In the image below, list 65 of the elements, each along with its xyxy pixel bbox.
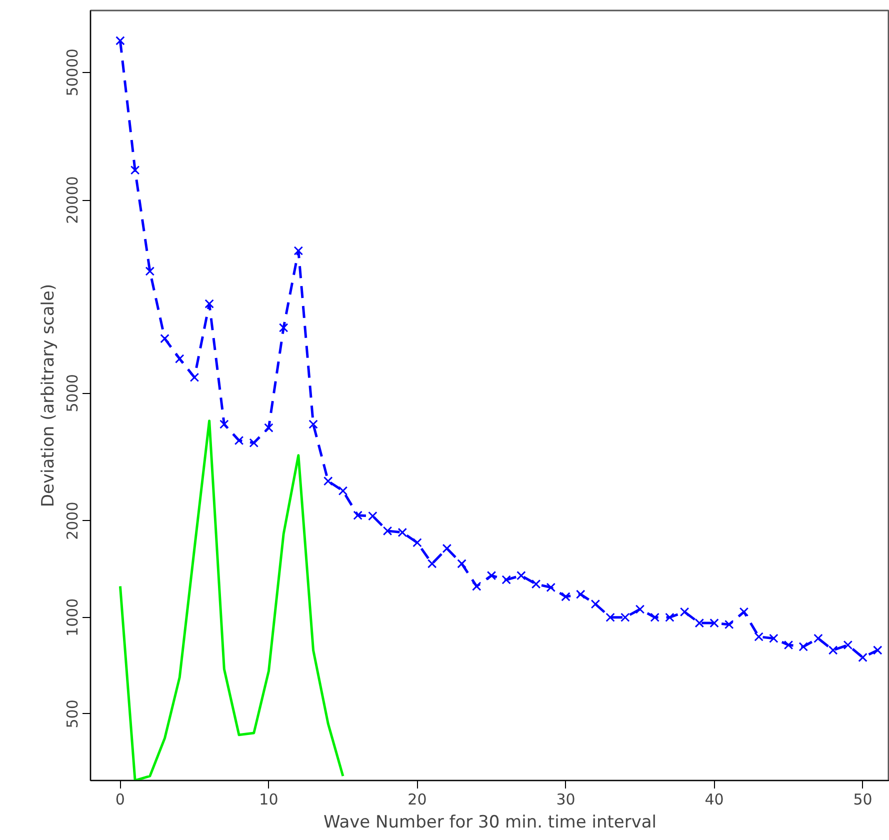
x-axis-title: Wave Number for 30 min. time interval [323,812,657,832]
point [546,582,556,592]
x-tick-label: 40 [704,790,724,808]
point [382,526,392,536]
y-tick-label: 2000 [64,502,82,540]
point [160,334,170,344]
point [784,640,794,650]
y-tick-label: 5000 [64,374,82,412]
point [828,646,838,655]
point [353,510,362,520]
point [116,36,125,46]
point [769,634,778,644]
x-tick-label: 50 [853,790,872,808]
point [858,652,868,662]
point [427,559,437,568]
y-tick-label: 500 [64,700,82,728]
point [130,165,140,175]
point [278,323,288,332]
point [486,570,496,580]
point [635,604,645,614]
point [442,544,452,554]
point [754,632,764,642]
x-tick-label: 10 [259,790,278,808]
point [264,423,274,432]
point [294,246,304,256]
point [590,599,600,609]
point [249,438,259,448]
point [798,642,808,652]
point [814,634,823,644]
point [174,354,184,364]
point [145,266,155,276]
point [710,618,719,628]
point [204,299,214,308]
point [650,612,660,622]
y-tick-label: 50000 [64,48,82,96]
point [531,579,541,589]
point [843,640,853,650]
point [576,590,586,599]
y-axis-title: Deviation (arbitrary scale) [38,284,58,508]
point [220,420,229,429]
point [308,420,318,429]
line-series [118,420,344,780]
point [620,612,630,622]
point [502,575,511,584]
point [665,612,674,622]
point [872,646,882,655]
y-tick-label: 20000 [64,176,82,224]
x-tick-label: 0 [115,790,125,808]
point [606,612,615,622]
point [516,570,526,580]
point [190,372,200,382]
point [412,538,422,548]
point [323,476,333,486]
point [472,582,482,591]
point [694,618,704,628]
x-tick-label: 20 [408,790,427,808]
point [457,559,466,568]
y-tick-label: 1000 [64,598,82,636]
point [398,528,408,538]
point [338,486,348,496]
point [680,607,690,617]
point [368,511,378,521]
x-tick-label: 30 [556,790,576,808]
point [561,592,570,602]
point [724,620,734,630]
